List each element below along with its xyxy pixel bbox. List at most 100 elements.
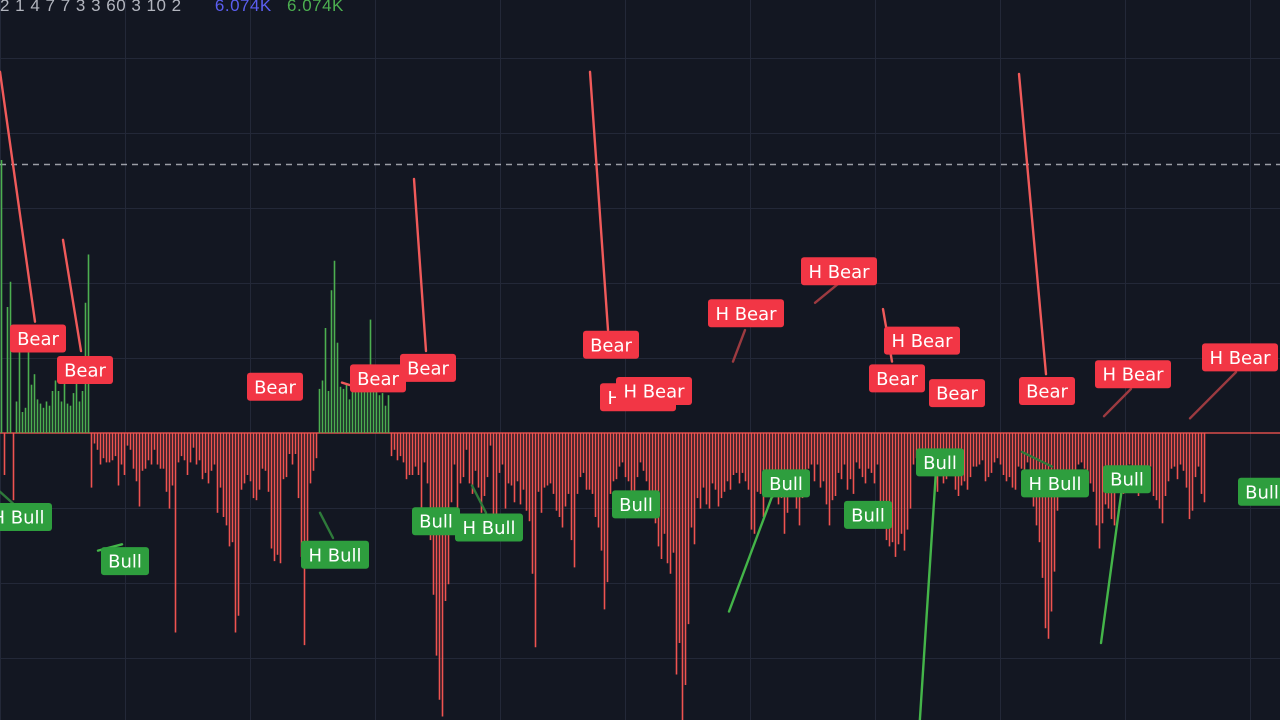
bull-divergence-label[interactable]: Bull [412,507,460,536]
label-box [301,540,369,569]
label-text: Bear [876,369,918,390]
bull-divergence-line [918,469,938,720]
bear-divergence-line [0,70,37,323]
bear-divergence-label[interactable]: Bear [869,364,925,393]
label-box [708,299,784,328]
bull-divergence-line [727,492,775,613]
label-box [616,377,692,405]
label-box [762,469,810,498]
bull-divergence-label[interactable]: Bull [1103,465,1151,494]
label-text: H Bear [891,331,953,352]
label-text: H Bear [1102,365,1164,386]
bear-divergence-line [412,177,428,353]
hbear-divergence-line [1188,370,1238,420]
label-box [916,448,964,477]
label-box [612,490,660,519]
bear-divergence-line [1017,72,1048,376]
label-box [1021,469,1089,498]
bear-divergence-label[interactable]: H Bear [708,299,784,328]
bull-divergence-label[interactable]: Bull [612,490,660,519]
bear-divergence-label[interactable]: Bear [10,324,66,353]
bull-divergence-label[interactable]: Bull [1238,477,1280,506]
label-box [247,372,303,401]
hbear-divergence-line [813,282,840,304]
label-text: Bear [64,361,106,382]
indicator-legend: 2 1 4 7 7 3 3 60 3 10 2 6.074K 6.074K [0,0,344,17]
label-text: Bear [590,335,632,356]
indicator-value-2: 6.074K [287,0,344,15]
label-text: Bull [1245,482,1279,503]
label-box [412,507,460,536]
bear-divergence-label[interactable]: H Bear [1095,360,1171,389]
bear-divergence-label[interactable]: H Bear [801,257,877,286]
label-text: Bull [769,474,803,495]
indicator-value-1: 6.074K [214,0,272,15]
label-box [1202,343,1278,372]
bull-divergence-label[interactable]: H Bull [1021,469,1089,498]
label-text: Bull [619,495,653,516]
label-box [101,547,149,576]
label-text: Bear [1026,382,1068,403]
bear-divergence-label[interactable]: H Bear [616,377,692,405]
bear-divergence-label[interactable]: Bear [350,364,406,393]
label-text: H Bear [1209,348,1271,369]
bull-divergence-label[interactable]: H Bull [0,503,52,531]
hbull-divergence-line [1020,450,1054,468]
label-box [1103,465,1151,494]
label-text: H Bear [715,304,777,325]
label-text: Bull [1110,470,1144,491]
bull-divergence-label[interactable]: Bull [762,469,810,498]
histogram-bars [0,160,1206,720]
bear-divergence-label[interactable]: Bear [57,356,113,384]
label-box [57,356,113,384]
label-box [350,364,406,393]
bear-divergence-label[interactable]: Bear [1019,377,1075,405]
label-box [1095,360,1171,389]
hbull-divergence-line [470,484,488,514]
bear-divergence-label[interactable]: Bear [929,379,985,408]
label-box [869,364,925,393]
label-text: H Bull [462,518,515,539]
label-text: H Bear [623,382,685,403]
hbear-divergence-line [1102,387,1133,418]
label-text: Bear [357,369,399,390]
bear-divergence-label[interactable]: H Bear [884,326,960,355]
bull-divergence-label[interactable]: Bull [844,500,892,529]
bull-divergence-label[interactable]: Bull [916,448,964,477]
label-text: Bull [419,512,453,533]
label-box [0,503,52,531]
divergence-lines [0,70,1238,720]
bull-divergence-label[interactable]: Bull [101,547,149,576]
label-box [929,379,985,408]
label-box [801,257,877,286]
bear-divergence-label[interactable]: Bear [583,330,639,359]
label-box [844,500,892,529]
label-box [1238,477,1280,506]
label-text: H Bull [1028,474,1081,495]
bull-divergence-line [1099,486,1124,645]
label-text: Bear [936,384,978,405]
label-box [884,326,960,355]
hbull-divergence-line [318,511,335,540]
label-box [583,330,639,359]
bear-divergence-label[interactable]: Bear [247,372,303,401]
label-text: Bull [108,552,142,573]
label-box [10,324,66,353]
bear-divergence-label[interactable]: H Bear [1202,343,1278,372]
label-box [455,513,523,542]
label-text: Bear [407,358,449,379]
bull-divergence-label[interactable]: H Bull [455,513,523,542]
label-box [1019,377,1075,405]
label-text: Bull [851,505,885,526]
bear-divergence-line [588,70,610,332]
hbear-divergence-line [731,328,747,363]
bull-divergence-label[interactable]: H Bull [301,540,369,569]
label-text: Bull [923,453,957,474]
label-text: Bear [17,329,59,350]
hbull-divergence-line [0,490,16,506]
bear-divergence-label[interactable]: Bear [400,353,456,382]
label-text: H Bear [808,262,870,283]
